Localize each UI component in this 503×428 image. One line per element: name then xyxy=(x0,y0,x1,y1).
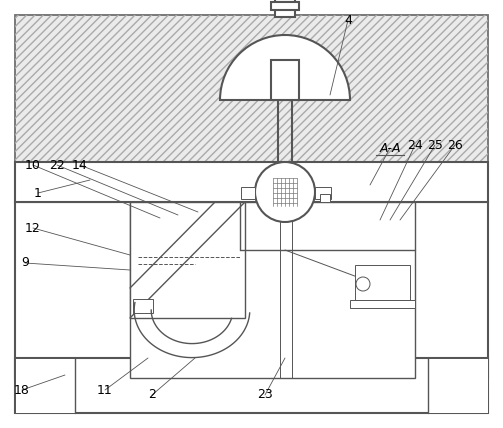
Text: A-A: A-A xyxy=(379,142,401,155)
Text: 26: 26 xyxy=(447,139,463,152)
Text: 18: 18 xyxy=(14,383,30,396)
Bar xyxy=(428,358,488,413)
Bar xyxy=(350,300,415,308)
Text: 1: 1 xyxy=(34,187,42,199)
Text: 2: 2 xyxy=(148,389,156,401)
Bar xyxy=(133,299,153,313)
Bar xyxy=(15,358,75,413)
Bar xyxy=(15,202,488,378)
Text: 23: 23 xyxy=(257,389,273,401)
Text: 4: 4 xyxy=(344,14,352,27)
Bar xyxy=(275,0,295,17)
Bar xyxy=(241,187,255,199)
Text: 10: 10 xyxy=(25,158,41,172)
Bar xyxy=(15,358,488,413)
Circle shape xyxy=(356,277,370,291)
Text: 22: 22 xyxy=(49,158,65,172)
Bar xyxy=(130,202,245,318)
Text: 25: 25 xyxy=(427,139,443,152)
Bar xyxy=(315,187,331,199)
Text: 12: 12 xyxy=(25,222,41,235)
Bar xyxy=(15,162,488,202)
Bar xyxy=(271,2,299,10)
Text: 24: 24 xyxy=(407,139,423,152)
Bar xyxy=(355,265,410,300)
Bar xyxy=(130,202,415,378)
Circle shape xyxy=(255,162,315,222)
Bar xyxy=(320,194,330,202)
Text: 11: 11 xyxy=(97,383,113,396)
Text: 14: 14 xyxy=(72,158,88,172)
Bar xyxy=(271,60,299,100)
Wedge shape xyxy=(220,35,350,100)
Text: 9: 9 xyxy=(21,256,29,270)
